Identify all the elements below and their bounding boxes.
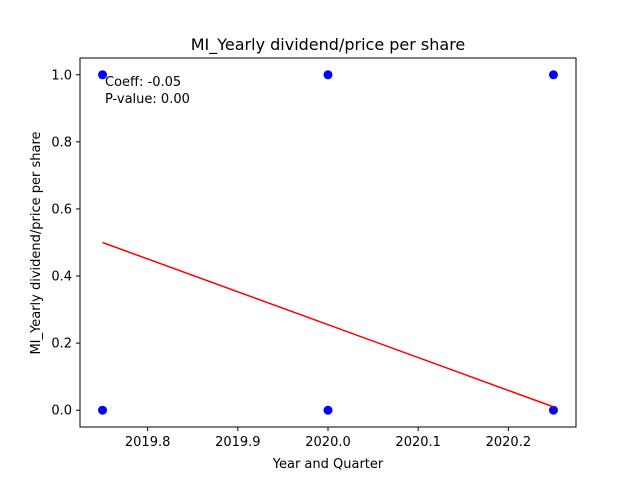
x-axis-label: Year and Quarter (272, 457, 384, 472)
regression-line (102, 241, 554, 408)
coeff-annotation: Coeff: -0.05 (105, 75, 181, 90)
y-tick-label: 0.2 (51, 337, 72, 352)
x-tick-label: 2019.9 (215, 435, 261, 450)
y-axis: 0.0 0.2 0.4 0.6 0.8 1.0 (51, 68, 80, 419)
x-axis: 2019.8 2019.9 2020.0 2020.1 2020.2 (125, 427, 531, 450)
y-tick-label: 0.8 (51, 135, 72, 150)
x-tick-label: 2020.0 (305, 435, 351, 450)
y-tick-label: 0.6 (51, 202, 72, 217)
x-tick-label: 2020.2 (486, 435, 532, 450)
data-point (323, 70, 333, 80)
pvalue-annotation: P-value: 0.00 (105, 92, 190, 107)
y-tick-label: 1.0 (51, 68, 72, 83)
x-tick-label: 2019.8 (125, 435, 171, 450)
y-tick-label: 0.4 (51, 270, 72, 285)
data-point (548, 405, 558, 415)
data-point (548, 70, 558, 80)
y-tick-label: 0.0 (51, 404, 72, 419)
data-point (98, 70, 108, 80)
data-point (323, 405, 333, 415)
chart-title: MI_Yearly dividend/price per share (191, 35, 466, 55)
y-axis-label: MI_Yearly dividend/price per share (29, 131, 44, 354)
x-tick-label: 2020.1 (395, 435, 441, 450)
data-point (98, 405, 108, 415)
plot-frame (79, 57, 577, 428)
plot-area (98, 70, 558, 415)
